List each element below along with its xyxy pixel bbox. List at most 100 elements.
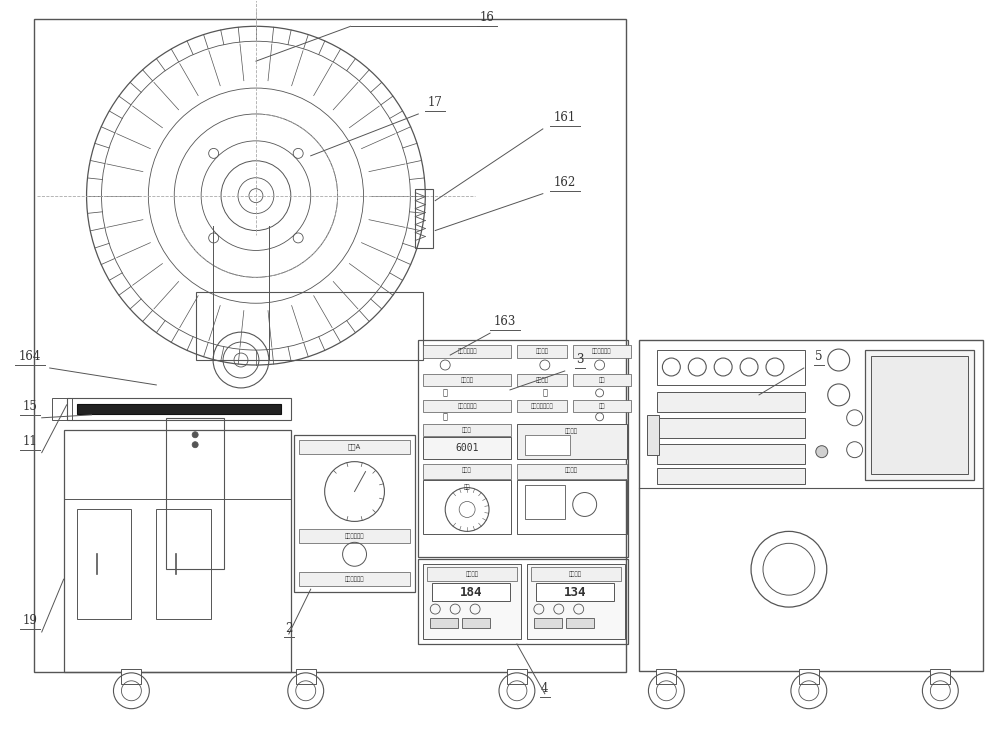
Bar: [166, 418, 224, 570]
Text: 🔑: 🔑: [443, 413, 448, 421]
Bar: [531, 567, 621, 581]
Text: 充气程度: 充气程度: [466, 571, 479, 577]
Bar: [52, 398, 72, 420]
Text: 交流调控开关: 交流调控开关: [457, 348, 477, 354]
Text: 单步: 单步: [598, 377, 605, 382]
Bar: [517, 374, 567, 386]
Text: 17: 17: [428, 96, 443, 109]
Bar: [34, 19, 626, 672]
Bar: [657, 468, 805, 484]
Bar: [647, 415, 659, 454]
Bar: [77, 509, 131, 619]
Text: 19: 19: [22, 614, 37, 627]
Text: 充气电源: 充气电源: [565, 468, 578, 473]
Bar: [423, 400, 511, 412]
Text: 163: 163: [494, 315, 516, 328]
Bar: [517, 345, 567, 358]
Bar: [525, 435, 570, 454]
Text: 16: 16: [480, 11, 494, 24]
Text: 选料开关: 选料开关: [535, 348, 548, 354]
Bar: [423, 345, 511, 358]
Bar: [423, 437, 511, 459]
Text: 半循环回归开关: 半循环回归开关: [530, 403, 553, 409]
Text: 184: 184: [460, 586, 482, 599]
Bar: [566, 618, 594, 628]
Bar: [573, 400, 631, 412]
Text: 164: 164: [19, 350, 41, 363]
Circle shape: [192, 432, 198, 437]
Bar: [121, 669, 141, 684]
Bar: [871, 356, 968, 473]
Text: 6001: 6001: [455, 443, 479, 453]
Text: 5: 5: [815, 350, 823, 363]
Bar: [657, 418, 805, 437]
Bar: [423, 374, 511, 386]
Circle shape: [816, 446, 828, 458]
Text: 充气电源: 充气电源: [565, 428, 578, 434]
Bar: [507, 669, 527, 684]
Text: 3: 3: [576, 353, 583, 366]
Bar: [462, 618, 490, 628]
Bar: [517, 464, 627, 479]
Text: 选料开关: 选料开关: [535, 377, 548, 382]
Text: 162: 162: [554, 175, 576, 189]
Bar: [517, 479, 627, 534]
Text: 11: 11: [22, 435, 37, 448]
Bar: [196, 292, 423, 360]
Bar: [517, 400, 567, 412]
Bar: [423, 479, 511, 534]
Text: 调速器: 调速器: [462, 468, 472, 473]
Bar: [299, 529, 410, 543]
Text: 压力A: 压力A: [348, 443, 361, 450]
Bar: [536, 584, 614, 601]
Bar: [430, 618, 458, 628]
Text: 计数器: 计数器: [462, 427, 472, 432]
Bar: [639, 340, 983, 671]
Bar: [415, 189, 433, 248]
Bar: [657, 444, 805, 464]
Bar: [418, 340, 628, 557]
Bar: [525, 484, 565, 520]
Bar: [64, 430, 291, 672]
Text: 15: 15: [22, 400, 37, 413]
Bar: [656, 669, 676, 684]
Text: 🔑: 🔑: [443, 388, 448, 397]
Bar: [865, 350, 974, 479]
Bar: [423, 464, 511, 479]
Bar: [423, 424, 511, 436]
Text: 调速: 调速: [464, 484, 470, 490]
Bar: [427, 567, 517, 581]
Text: 放大程度: 放大程度: [569, 571, 582, 577]
Circle shape: [192, 442, 198, 448]
Text: 安全温度警报: 安全温度警报: [592, 348, 611, 354]
Text: 4: 4: [541, 682, 549, 695]
Bar: [657, 350, 805, 385]
Bar: [299, 573, 410, 586]
Bar: [573, 374, 631, 386]
Text: 及步: 及步: [598, 403, 605, 409]
Bar: [930, 669, 950, 684]
Bar: [432, 584, 510, 601]
Bar: [657, 392, 805, 412]
Bar: [418, 559, 628, 644]
Bar: [573, 345, 631, 358]
Bar: [534, 618, 562, 628]
Text: 134: 134: [563, 586, 586, 599]
Text: 2: 2: [285, 622, 292, 635]
Text: 充电调节旋钮: 充电调节旋钮: [345, 534, 364, 539]
Text: 放大气管旋钮: 放大气管旋钮: [345, 576, 364, 582]
Bar: [423, 564, 521, 639]
Text: 临时暂停开关: 临时暂停开关: [457, 403, 477, 409]
Bar: [299, 440, 410, 454]
Bar: [156, 509, 211, 619]
Bar: [296, 669, 316, 684]
Text: 161: 161: [554, 111, 576, 124]
Bar: [294, 435, 415, 592]
Bar: [527, 564, 625, 639]
Bar: [67, 398, 291, 420]
Text: 复位开关: 复位开关: [461, 377, 474, 382]
Bar: [517, 424, 627, 459]
Text: 🔑: 🔑: [542, 388, 547, 397]
Bar: [799, 669, 819, 684]
Bar: [77, 404, 281, 414]
